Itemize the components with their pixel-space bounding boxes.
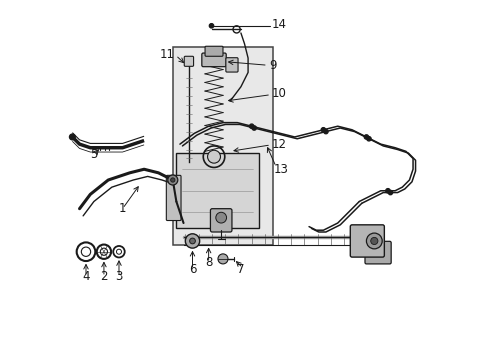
FancyBboxPatch shape (349, 225, 384, 257)
Circle shape (321, 128, 325, 132)
Circle shape (185, 234, 199, 248)
Circle shape (387, 190, 392, 195)
Circle shape (366, 136, 370, 141)
Circle shape (170, 178, 175, 182)
Circle shape (385, 189, 389, 193)
Text: 9: 9 (269, 59, 277, 72)
Circle shape (323, 130, 327, 134)
Text: 4: 4 (82, 270, 90, 283)
Text: 8: 8 (204, 256, 212, 269)
FancyBboxPatch shape (364, 241, 390, 264)
Text: 2: 2 (100, 270, 107, 283)
Text: 14: 14 (271, 18, 286, 31)
Text: 7: 7 (237, 263, 244, 276)
Text: 3: 3 (115, 270, 122, 283)
Circle shape (218, 254, 227, 264)
Text: 12: 12 (271, 138, 286, 150)
Circle shape (366, 233, 382, 249)
Circle shape (370, 237, 377, 244)
Circle shape (249, 124, 253, 129)
Text: 5: 5 (90, 148, 98, 161)
Circle shape (215, 212, 226, 223)
FancyBboxPatch shape (176, 153, 258, 228)
Circle shape (207, 150, 220, 163)
FancyBboxPatch shape (166, 175, 181, 221)
Text: 11: 11 (159, 48, 174, 61)
FancyBboxPatch shape (210, 209, 231, 232)
Circle shape (251, 126, 256, 130)
Text: 6: 6 (188, 263, 196, 276)
Circle shape (189, 238, 195, 244)
Circle shape (364, 135, 368, 139)
Text: 13: 13 (273, 163, 287, 176)
Circle shape (209, 24, 213, 28)
FancyBboxPatch shape (184, 56, 193, 66)
FancyBboxPatch shape (204, 46, 223, 56)
Bar (172, 47, 273, 244)
Circle shape (167, 175, 178, 185)
FancyBboxPatch shape (202, 53, 226, 67)
Circle shape (69, 134, 75, 140)
Text: 10: 10 (271, 87, 285, 100)
FancyBboxPatch shape (225, 58, 238, 72)
Text: 1: 1 (119, 202, 126, 215)
